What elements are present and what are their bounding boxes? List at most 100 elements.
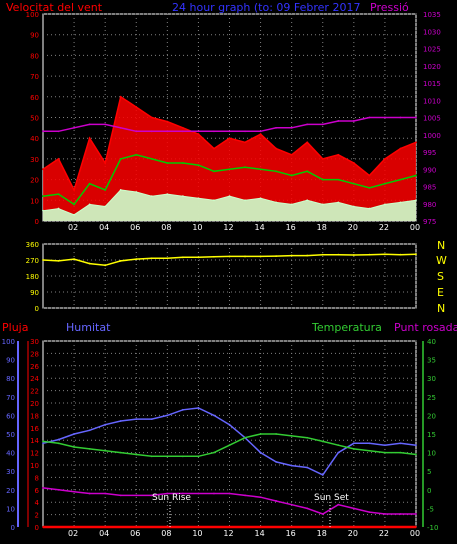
wind-pressure-panel: 0102030405060708090100975980985990995100… bbox=[26, 11, 441, 232]
compass-label: W bbox=[436, 254, 447, 267]
wind-direction-line-point bbox=[88, 262, 91, 265]
rain-line-point bbox=[244, 526, 246, 528]
wind-gust-line-point bbox=[321, 158, 324, 160]
y-tick-label: -5 bbox=[427, 505, 434, 513]
wind-light-line-point bbox=[275, 201, 278, 204]
x-tick-label: 10 bbox=[192, 223, 202, 232]
y-tick-label: 90 bbox=[30, 289, 39, 297]
humidity-line-point bbox=[104, 423, 107, 426]
compass-label: N bbox=[437, 302, 445, 315]
sunrise-label: Sun Rise bbox=[152, 493, 191, 503]
humidity-line-point bbox=[337, 451, 340, 454]
wind-average-line-point bbox=[352, 182, 355, 185]
wind-light-line-point bbox=[57, 207, 60, 210]
y-tick-label: 30 bbox=[427, 375, 436, 383]
humidity-line-point bbox=[259, 451, 262, 454]
dewpoint-line-point bbox=[244, 494, 246, 497]
dewpoint-line-point bbox=[337, 503, 340, 506]
wind-light-line-point bbox=[73, 213, 75, 216]
y-tick-label: 28 bbox=[30, 350, 39, 358]
humidity-line-point bbox=[42, 442, 44, 445]
humidity-line-point bbox=[197, 407, 200, 409]
y-tick-label: 180 bbox=[26, 273, 39, 281]
pressure-line-point bbox=[181, 130, 184, 133]
wind-gust-line-point bbox=[352, 162, 355, 164]
pressure-line-point bbox=[104, 123, 107, 126]
y-tick-label: 360 bbox=[26, 241, 39, 249]
wind-direction-line-point bbox=[213, 255, 215, 258]
y-tick-label: 12 bbox=[30, 450, 39, 458]
y-tick-label: -10 bbox=[427, 524, 438, 532]
rain-line-point bbox=[104, 526, 107, 528]
y-tick-label: 90 bbox=[30, 32, 39, 40]
dewpoint-line-point bbox=[384, 513, 386, 515]
humidity-line-point bbox=[399, 442, 402, 445]
wind-direction-panel: 0 90 180 270 360 bbox=[26, 241, 417, 313]
wind-gust-line-point bbox=[181, 126, 184, 129]
wind-average-line-point bbox=[42, 195, 44, 198]
temperature-line-point bbox=[104, 449, 107, 452]
y-tick-label: 15 bbox=[427, 431, 436, 439]
compass-label: N bbox=[437, 239, 445, 252]
wind-direction-line-point bbox=[73, 258, 75, 261]
pressure-line-point bbox=[150, 130, 153, 133]
rain-line-point bbox=[306, 526, 309, 528]
rain-line-point bbox=[399, 526, 402, 528]
temperature-line-point bbox=[42, 440, 44, 443]
dewpoint-line-point bbox=[135, 494, 138, 497]
x-tick-label: 10 bbox=[192, 529, 202, 538]
temperature-line-point bbox=[384, 451, 386, 454]
y-tick-label: 40 bbox=[6, 450, 15, 458]
y-tick-label: 1000 bbox=[423, 132, 441, 140]
wind-direction-line-point bbox=[166, 257, 169, 260]
pressure-line-point bbox=[337, 120, 340, 122]
x-tick-label: 00 bbox=[410, 223, 420, 232]
rain-line-point bbox=[352, 526, 355, 528]
x-tick-label: 04 bbox=[99, 223, 109, 232]
wind-direction-line-point bbox=[57, 259, 60, 262]
y-tick-label: 16 bbox=[30, 425, 39, 433]
dewpoint-line-point bbox=[57, 488, 60, 491]
wind-gust-line-point bbox=[337, 153, 340, 156]
wind-gust-line-point bbox=[104, 162, 107, 164]
humidity-line-point bbox=[119, 420, 122, 422]
wind-direction-line-point bbox=[104, 264, 107, 267]
y-tick-label: 0 bbox=[11, 524, 15, 532]
wind-light-line-point bbox=[228, 195, 231, 198]
temperature-line-point bbox=[352, 447, 355, 450]
wind-light-line-point bbox=[290, 203, 293, 206]
rain-line-point bbox=[259, 526, 262, 528]
wind-light-line-point bbox=[181, 195, 184, 198]
wind-light-line-point bbox=[352, 205, 355, 208]
dewpoint-line-point bbox=[104, 492, 107, 495]
y-tick-label: 60 bbox=[30, 94, 39, 102]
y-tick-label: 20 bbox=[30, 400, 39, 408]
wind-light-line-point bbox=[42, 209, 44, 212]
wind-gust-line-point bbox=[399, 147, 402, 150]
humidity-line-point bbox=[275, 461, 278, 463]
wind-light-line-point bbox=[104, 205, 107, 208]
y-tick-label: 90 bbox=[6, 357, 15, 365]
wind-average-line-point bbox=[197, 164, 200, 167]
wind-light-line-point bbox=[321, 203, 324, 206]
wind-gust-line-point bbox=[415, 141, 417, 144]
wind-average-line-point bbox=[415, 174, 417, 177]
x-tick-label: 18 bbox=[317, 529, 327, 538]
wind-average-line-point bbox=[104, 189, 107, 191]
dewpoint-line-point bbox=[88, 492, 91, 495]
y-tick-label: 30 bbox=[6, 468, 15, 476]
rain-line-point bbox=[42, 526, 44, 528]
wind-gust-area bbox=[43, 96, 416, 221]
x-tick-label: 04 bbox=[99, 529, 109, 538]
rain-line-point bbox=[73, 526, 75, 528]
dewpoint-line-point bbox=[352, 507, 355, 510]
rain-line-point bbox=[213, 526, 215, 528]
wind-direction-line-point bbox=[275, 255, 278, 257]
wind-direction-line-point bbox=[135, 258, 138, 261]
humidity-line-point bbox=[135, 418, 138, 421]
y-tick-label: 10 bbox=[427, 450, 436, 458]
temperature-line-point bbox=[197, 455, 200, 458]
temperature-line-point bbox=[181, 455, 184, 458]
y-tick-label: 1015 bbox=[423, 80, 441, 88]
pressure-line-point bbox=[275, 126, 278, 129]
